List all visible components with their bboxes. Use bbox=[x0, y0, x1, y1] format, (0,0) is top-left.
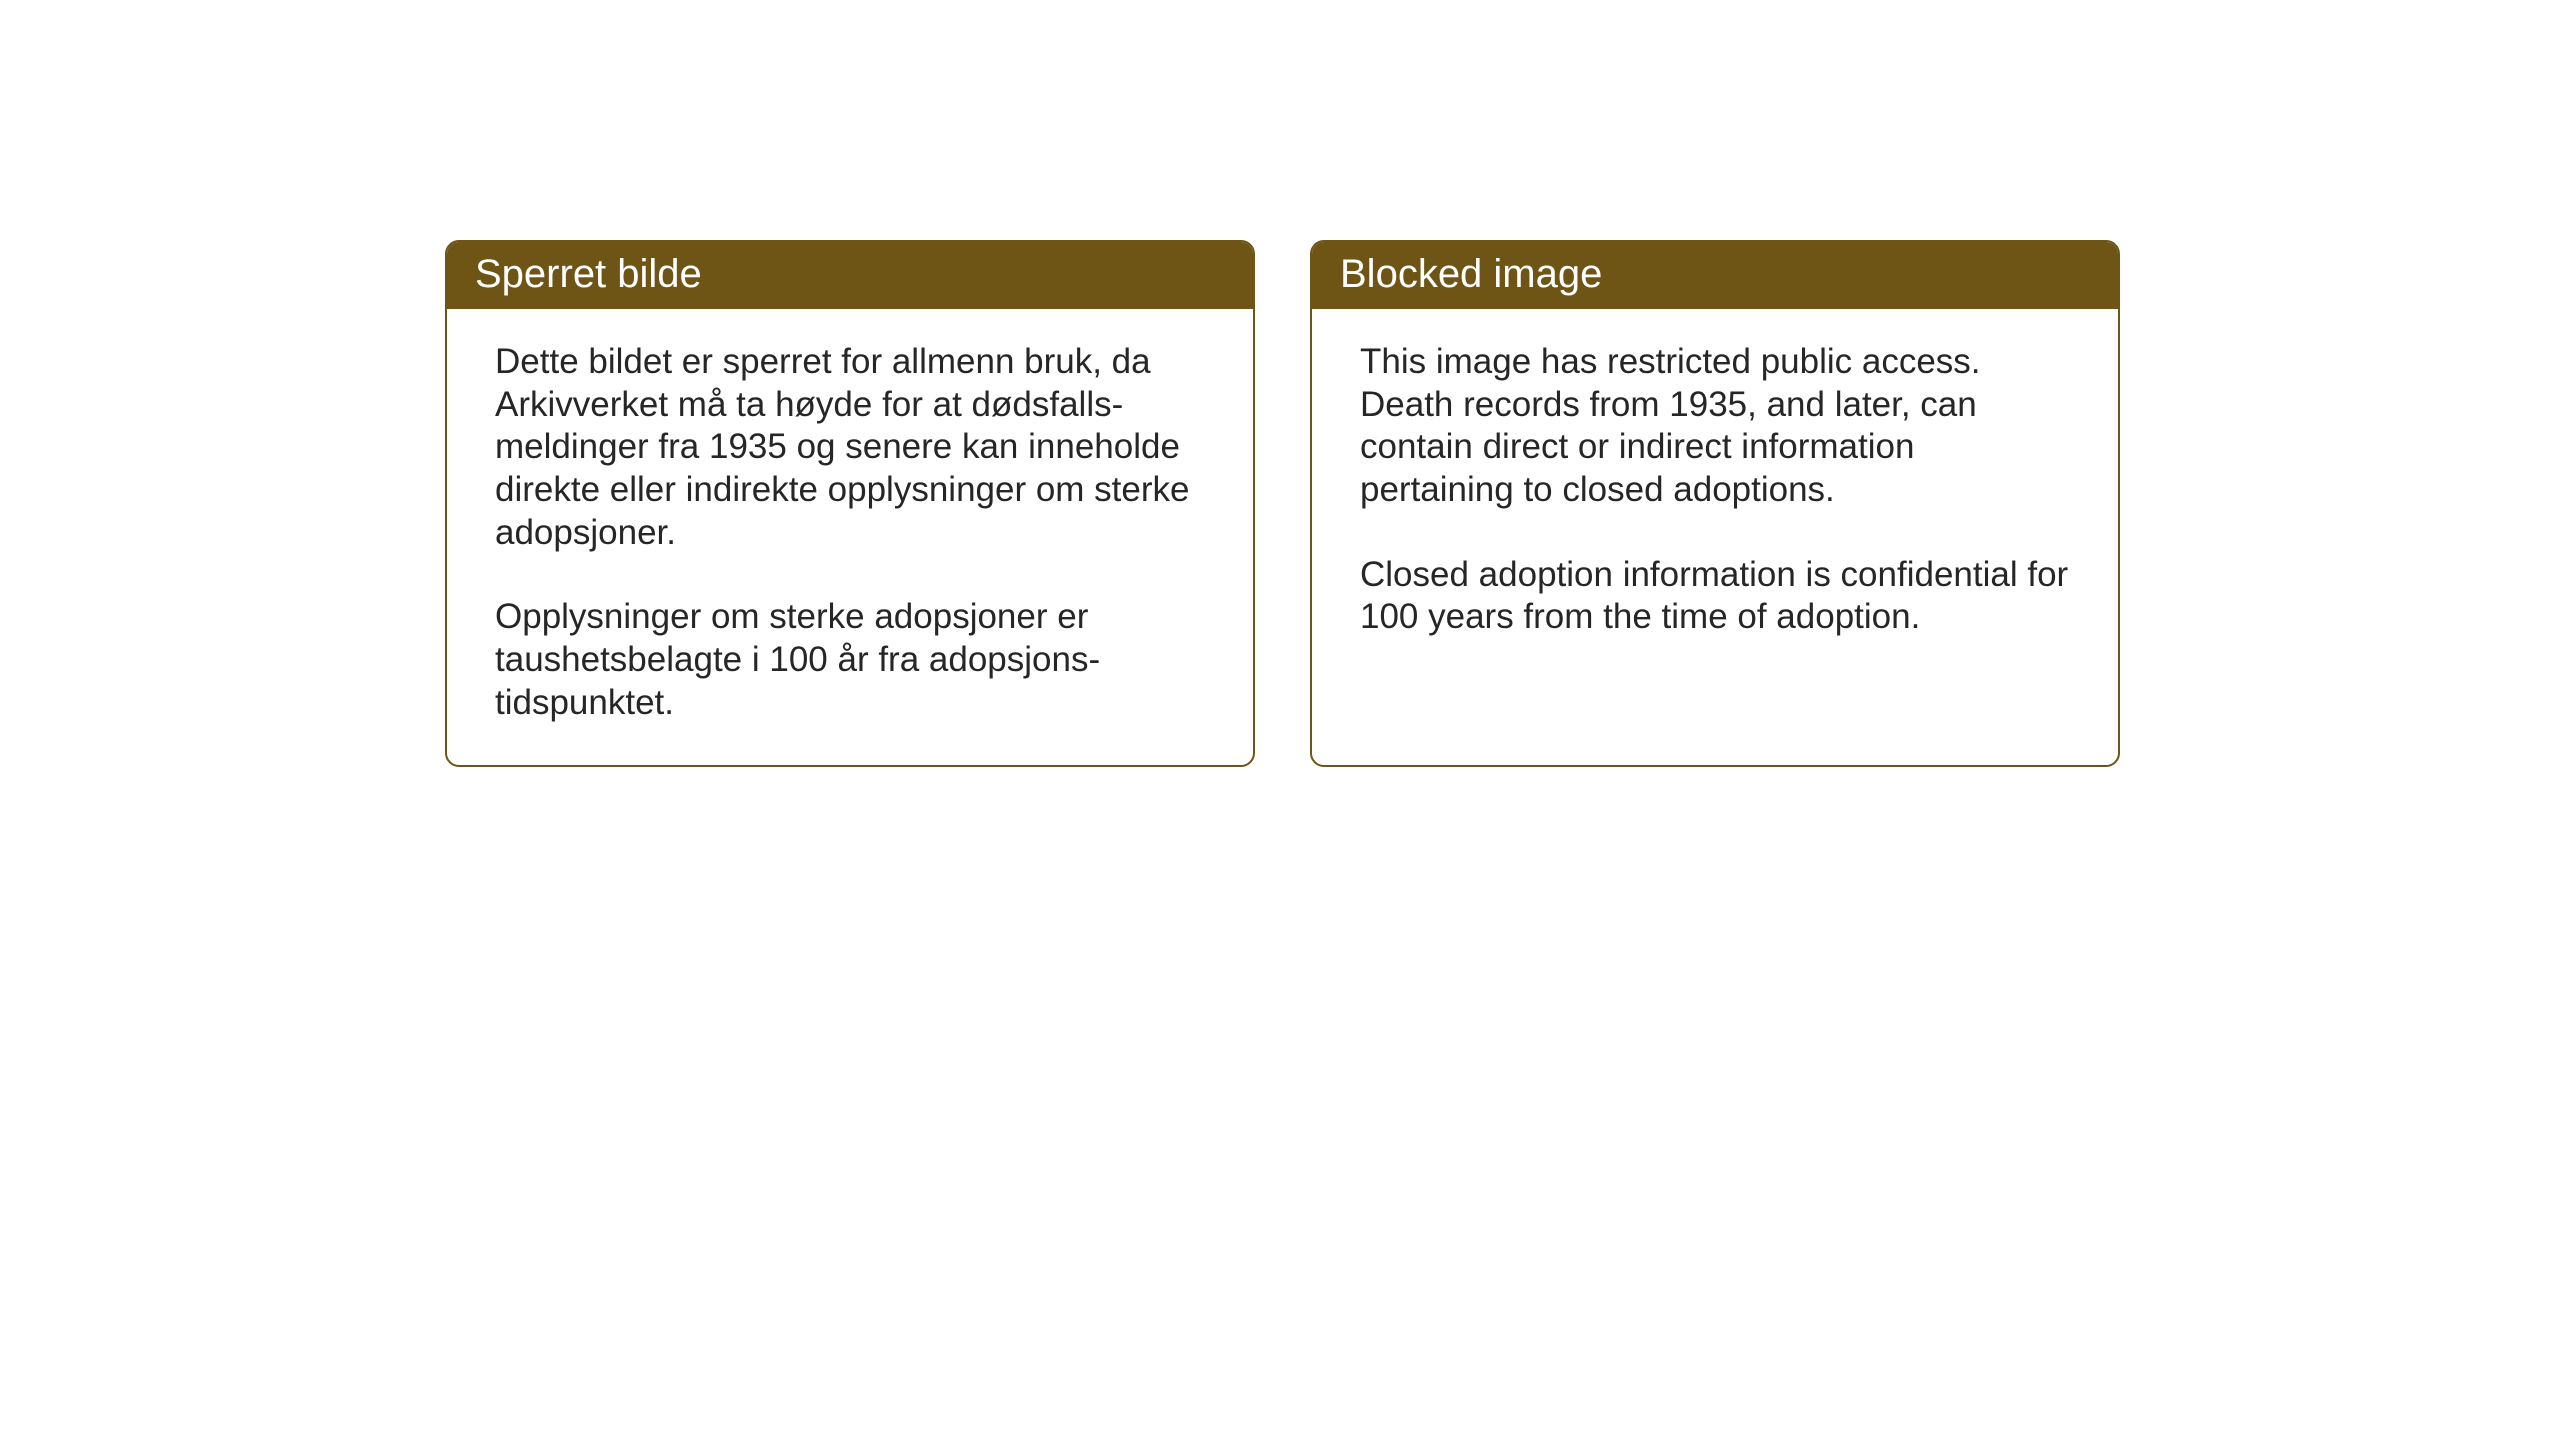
card-paragraph-norwegian-1: Dette bildet er sperret for allmenn bruk… bbox=[495, 341, 1205, 554]
card-header-norwegian: Sperret bilde bbox=[447, 242, 1253, 309]
card-paragraph-english-2: Closed adoption information is confident… bbox=[1360, 554, 2070, 639]
card-paragraph-english-1: This image has restricted public access.… bbox=[1360, 341, 2070, 512]
card-title-norwegian: Sperret bilde bbox=[475, 252, 702, 296]
cards-container: Sperret bilde Dette bildet er sperret fo… bbox=[0, 240, 2560, 767]
card-body-english: This image has restricted public access.… bbox=[1312, 309, 2118, 679]
card-english: Blocked image This image has restricted … bbox=[1310, 240, 2120, 767]
card-title-english: Blocked image bbox=[1340, 252, 1602, 296]
card-paragraph-norwegian-2: Opplysninger om sterke adopsjoner er tau… bbox=[495, 596, 1205, 724]
card-norwegian: Sperret bilde Dette bildet er sperret fo… bbox=[445, 240, 1255, 767]
card-body-norwegian: Dette bildet er sperret for allmenn bruk… bbox=[447, 309, 1253, 765]
card-header-english: Blocked image bbox=[1312, 242, 2118, 309]
